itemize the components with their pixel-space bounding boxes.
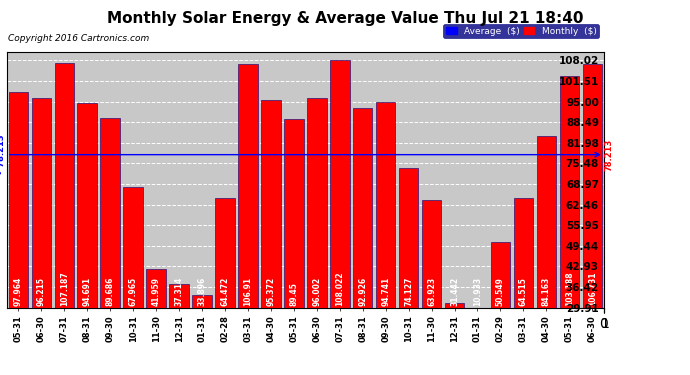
- Text: 94.691: 94.691: [83, 277, 92, 306]
- Text: 89.686: 89.686: [106, 276, 115, 306]
- Text: 37.314: 37.314: [175, 277, 184, 306]
- Text: 41.959: 41.959: [152, 277, 161, 306]
- Bar: [55, 63, 74, 308]
- Bar: [77, 102, 97, 308]
- Legend: Average  ($), Monthly  ($): Average ($), Monthly ($): [444, 24, 599, 38]
- Bar: [146, 269, 166, 308]
- Bar: [513, 198, 533, 308]
- Text: 64.472: 64.472: [221, 277, 230, 306]
- Bar: [307, 98, 326, 308]
- Text: Copyright 2016 Cartronics.com: Copyright 2016 Cartronics.com: [8, 34, 150, 43]
- Bar: [169, 284, 189, 308]
- Text: 107.187: 107.187: [60, 271, 69, 306]
- Text: 106.91: 106.91: [244, 277, 253, 306]
- Text: 106.731: 106.731: [588, 272, 597, 306]
- Bar: [376, 102, 395, 308]
- Text: 96.215: 96.215: [37, 277, 46, 306]
- Text: 63.923: 63.923: [427, 277, 436, 306]
- Text: 31.442: 31.442: [450, 277, 459, 306]
- Text: 67.965: 67.965: [128, 277, 138, 306]
- Bar: [353, 108, 373, 308]
- Text: 50.549: 50.549: [496, 277, 505, 306]
- Bar: [215, 198, 235, 308]
- Bar: [560, 76, 579, 307]
- Bar: [261, 100, 281, 308]
- Text: 10.933: 10.933: [473, 277, 482, 306]
- Bar: [193, 295, 212, 307]
- Bar: [101, 118, 120, 308]
- Bar: [582, 64, 602, 308]
- Text: 94.741: 94.741: [381, 277, 390, 306]
- Bar: [284, 119, 304, 308]
- Bar: [537, 136, 556, 308]
- Text: Monthly Solar Energy & Average Value Thu Jul 21 18:40: Monthly Solar Energy & Average Value Thu…: [107, 11, 583, 26]
- Text: 84.163: 84.163: [542, 277, 551, 306]
- Bar: [491, 242, 510, 308]
- Text: 33.896: 33.896: [197, 277, 206, 306]
- Text: 96.002: 96.002: [313, 277, 322, 306]
- Bar: [445, 303, 464, 307]
- Bar: [124, 187, 143, 308]
- Text: 92.926: 92.926: [358, 277, 367, 306]
- Bar: [422, 200, 442, 308]
- Bar: [8, 92, 28, 308]
- Bar: [238, 64, 257, 308]
- Text: 108.022: 108.022: [335, 272, 344, 306]
- Text: 78.213: 78.213: [605, 138, 614, 171]
- Text: 103.188: 103.188: [565, 271, 574, 306]
- Text: • 78.213: • 78.213: [0, 134, 6, 175]
- Text: 64.515: 64.515: [519, 277, 528, 306]
- Bar: [32, 98, 51, 308]
- Bar: [330, 60, 350, 308]
- Text: 89.45: 89.45: [289, 282, 298, 306]
- Text: 74.127: 74.127: [404, 276, 413, 306]
- Text: 95.372: 95.372: [266, 277, 275, 306]
- Bar: [468, 308, 487, 368]
- Text: 97.964: 97.964: [14, 277, 23, 306]
- Bar: [399, 168, 418, 308]
